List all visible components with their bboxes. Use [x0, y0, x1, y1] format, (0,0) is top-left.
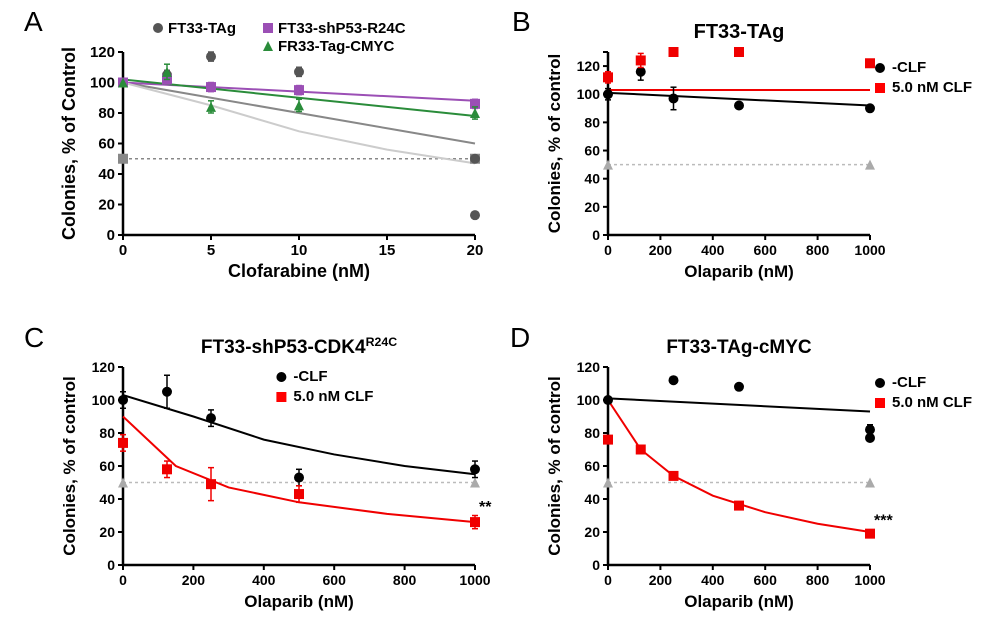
legend-label: -CLF [892, 59, 926, 76]
ytick-label: 80 [584, 425, 600, 441]
xtick-label: 1000 [459, 572, 490, 588]
panel-label-A: A [24, 6, 43, 38]
ytick-label: 0 [107, 227, 115, 244]
xtick-label: 800 [806, 572, 830, 588]
panel-A: 0 20 40 60 80 100 120 0 5 10 15 20 Colonies, % of Co… [55, 10, 495, 290]
panel-label-D: D [510, 322, 530, 354]
x-axis-label: Olaparib (nM) [684, 592, 794, 611]
legend-label: 5.0 nM CLF [892, 394, 972, 411]
ytick-label: 120 [92, 359, 116, 375]
xtick-label: 800 [393, 572, 417, 588]
ytick-label: 20 [98, 197, 115, 214]
ytick-label: 100 [90, 75, 115, 92]
fit-line--CLF [123, 395, 475, 474]
xtick-label: 200 [182, 572, 206, 588]
y-axis-label: Colonies, % of control [545, 376, 564, 555]
xtick-label: 5 [207, 242, 215, 259]
ytick-label: 60 [98, 136, 115, 153]
ytick-label: 120 [90, 44, 115, 61]
chart-title: FT33-TAg-cMYC [666, 337, 812, 358]
chart-title: FT33-shP53-CDK4R24C [201, 335, 397, 358]
xtick-label: 15 [379, 242, 396, 259]
xtick-label: 600 [754, 572, 778, 588]
xtick-label: 200 [649, 572, 673, 588]
xtick-label: 400 [252, 572, 276, 588]
xtick-label: 800 [806, 242, 830, 258]
ytick-label: 40 [99, 491, 115, 507]
xtick-label: 0 [119, 242, 127, 259]
xtick-label: 10 [291, 242, 308, 259]
significance-marker: *** [874, 512, 893, 529]
xtick-label: 0 [119, 572, 127, 588]
xtick-label: 400 [701, 572, 725, 588]
ytick-label: 120 [577, 359, 601, 375]
chart-title: FT33-TAg [694, 21, 785, 43]
ytick-label: 100 [92, 392, 116, 408]
ytick-label: 100 [577, 86, 601, 102]
chart-A: 0 20 40 60 80 100 120 0 5 10 15 20 Colonies, % of Co… [55, 10, 495, 290]
ytick-label: 80 [99, 425, 115, 441]
ytick-label: 60 [584, 143, 600, 159]
ytick-label: 0 [592, 227, 600, 243]
xtick-label: 600 [754, 242, 778, 258]
x-axis-label: Olaparib (nM) [244, 592, 354, 611]
xtick-label: 200 [649, 242, 673, 258]
ytick-label: 40 [584, 171, 600, 187]
ytick-label: 20 [99, 524, 115, 540]
ytick-label: 0 [107, 557, 115, 573]
ytick-label: 60 [584, 458, 600, 474]
fit-line-5.0 nM CLF [608, 400, 870, 532]
xtick-label: 0 [604, 242, 612, 258]
panel-D: FT33-TAg-cMYC 0 20 40 60 80 100 120 0 200 400 600 80… [540, 325, 980, 620]
panel-C: FT33-shP53-CDK4R24C 0 20 40 60 80 100 120 0 200 40… [55, 325, 495, 620]
panel-label-C: C [24, 322, 44, 354]
x-axis-label: Olaparib (nM) [684, 262, 794, 281]
xtick-label: 600 [323, 572, 347, 588]
significance-marker: ** [479, 499, 492, 516]
ytick-label: 20 [584, 199, 600, 215]
fit-line--CLF [608, 398, 870, 411]
xtick-label: 20 [467, 242, 484, 259]
y-axis-label: Colonies, % of control [60, 376, 79, 555]
chart-C: FT33-shP53-CDK4R24C 0 20 40 60 80 100 120 0 200 40… [55, 325, 495, 620]
ytick-label: 20 [584, 524, 600, 540]
ytick-label: 0 [592, 557, 600, 573]
legend-label: FT33-shP53-R24C [278, 20, 406, 37]
xtick-label: 1000 [854, 572, 885, 588]
ytick-label: 120 [577, 58, 601, 74]
legend-label: 5.0 nM CLF [293, 388, 373, 405]
ytick-label: 100 [577, 392, 601, 408]
xtick-label: 0 [604, 572, 612, 588]
panel-B: FT33-TAg 0 20 40 60 80 100 120 0 200 400 600 800 1000… [540, 10, 980, 290]
chart-B: FT33-TAg 0 20 40 60 80 100 120 0 200 400 600 800 1000… [540, 10, 980, 290]
x-axis-label: Clofarabine (nM) [228, 261, 370, 281]
ytick-label: 80 [584, 114, 600, 130]
ytick-label: 40 [584, 491, 600, 507]
y-axis-label: Colonies, % of control [545, 54, 564, 233]
ytick-label: 40 [98, 166, 115, 183]
xtick-label: 1000 [854, 242, 885, 258]
legend-label: FR33-Tag-CMYC [278, 38, 395, 55]
ytick-label: 80 [98, 105, 115, 122]
ytick-label: 60 [99, 458, 115, 474]
panel-label-B: B [512, 6, 531, 38]
legend-label: -CLF [293, 368, 327, 385]
chart-D: FT33-TAg-cMYC 0 20 40 60 80 100 120 0 200 400 600 80… [540, 325, 980, 620]
legend-label: 5.0 nM CLF [892, 79, 972, 96]
legend-label: -CLF [892, 374, 926, 391]
y-axis-label: Colonies, % of Control [59, 47, 79, 240]
legend-label: FT33-TAg [168, 20, 236, 37]
xtick-label: 400 [701, 242, 725, 258]
